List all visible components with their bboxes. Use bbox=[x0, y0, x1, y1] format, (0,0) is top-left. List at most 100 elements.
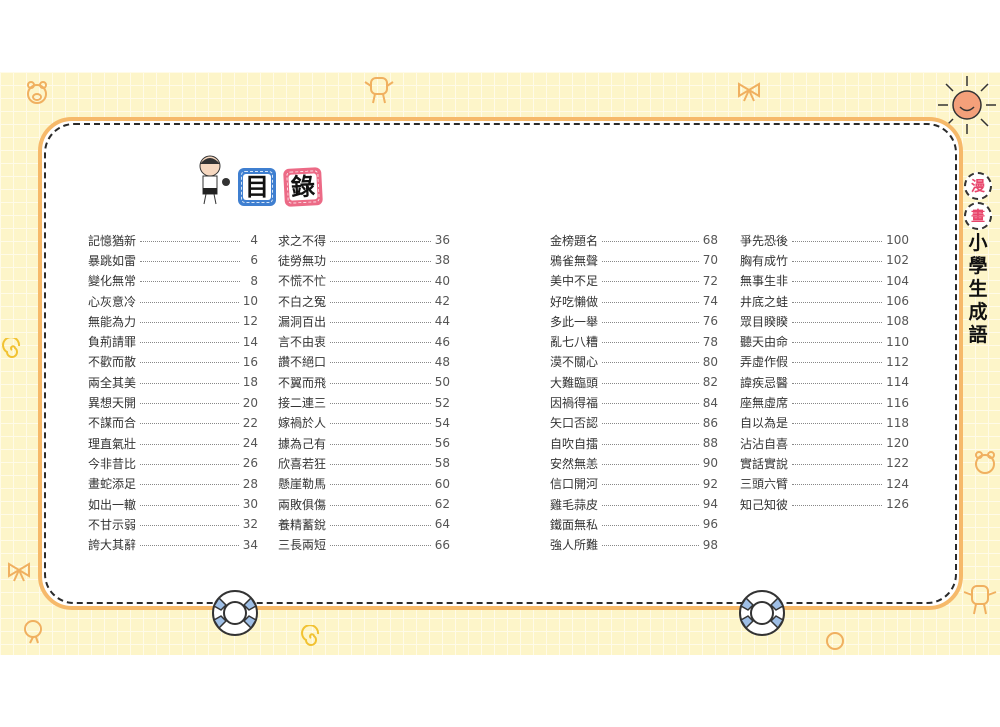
dot-leader bbox=[140, 382, 239, 384]
toc-entry[interactable]: 言不由衷 46 bbox=[278, 331, 450, 351]
entry-page: 104 bbox=[886, 273, 909, 288]
toc-entry[interactable]: 記憶猶新 4 bbox=[88, 230, 258, 250]
dot-leader bbox=[792, 321, 883, 323]
toc-entry[interactable]: 雞毛蒜皮 94 bbox=[550, 494, 718, 514]
toc-entry[interactable]: 徒勞無功 38 bbox=[278, 250, 450, 270]
toc-entry[interactable]: 強人所難 98 bbox=[550, 534, 718, 554]
entry-title: 理直氣壯 bbox=[88, 436, 137, 451]
toc-entry[interactable]: 信口開河 92 bbox=[550, 474, 718, 494]
toc-entry[interactable]: 金榜題名 68 bbox=[550, 230, 718, 250]
toc-entry[interactable]: 三頭六臂 124 bbox=[740, 474, 909, 494]
entry-title: 嫁禍於人 bbox=[278, 416, 327, 431]
toc-entry[interactable]: 實話實說 122 bbox=[740, 453, 909, 473]
toc-entry[interactable]: 不謀而合 22 bbox=[88, 413, 258, 433]
toc-entry[interactable]: 眾目睽睽 108 bbox=[740, 311, 909, 331]
toc-entry[interactable]: 自以為是 118 bbox=[740, 413, 909, 433]
entry-title: 三頭六臂 bbox=[740, 477, 789, 492]
entry-page: 10 bbox=[242, 294, 258, 309]
entry-page: 58 bbox=[434, 456, 450, 471]
dot-leader bbox=[602, 281, 699, 283]
toc-entry[interactable]: 多此一舉 76 bbox=[550, 311, 718, 331]
book-title-vertical: 漫 畫 小 學 生 成 語 bbox=[963, 172, 993, 347]
toc-entry[interactable]: 兩全其美 18 bbox=[88, 372, 258, 392]
toc-entry[interactable]: 爭先恐後 100 bbox=[740, 230, 909, 250]
toc-entry[interactable]: 養精蓄銳 64 bbox=[278, 514, 450, 534]
toc-entry[interactable]: 鐵面無私 96 bbox=[550, 514, 718, 534]
toc-entry[interactable]: 今非昔比 26 bbox=[88, 453, 258, 473]
entry-title: 自以為是 bbox=[740, 416, 789, 431]
entry-page: 84 bbox=[702, 395, 718, 410]
entry-page: 48 bbox=[434, 354, 450, 369]
toc-entry[interactable]: 據為己有 56 bbox=[278, 433, 450, 453]
toc-entry[interactable]: 欣喜若狂 58 bbox=[278, 453, 450, 473]
toc-entry[interactable]: 大難臨頭 82 bbox=[550, 372, 718, 392]
bird-icon bbox=[24, 620, 42, 644]
entry-page: 86 bbox=[702, 415, 718, 430]
toc-entry[interactable]: 無事生非 104 bbox=[740, 271, 909, 291]
dot-leader bbox=[602, 342, 699, 344]
toc-entry[interactable]: 知己知彼 126 bbox=[740, 494, 909, 514]
entry-page: 112 bbox=[886, 354, 909, 369]
toc-entry[interactable]: 不歡而散 16 bbox=[88, 352, 258, 372]
toc-entry[interactable]: 讚不絕口 48 bbox=[278, 352, 450, 372]
entry-title: 金榜題名 bbox=[550, 233, 599, 248]
toc-entry[interactable]: 兩敗俱傷 62 bbox=[278, 494, 450, 514]
toc-entry[interactable]: 暴跳如雷 6 bbox=[88, 250, 258, 270]
toc-entry[interactable]: 求之不得 36 bbox=[278, 230, 450, 250]
toc-entry[interactable]: 好吃懶做 74 bbox=[550, 291, 718, 311]
toc-entry[interactable]: 不慌不忙 40 bbox=[278, 271, 450, 291]
dot-leader bbox=[330, 443, 431, 445]
toc-entry[interactable]: 座無虛席 116 bbox=[740, 392, 909, 412]
dot-leader bbox=[792, 504, 883, 506]
toc-entry[interactable]: 胸有成竹 102 bbox=[740, 250, 909, 270]
bird-icon bbox=[826, 632, 844, 650]
toc-entry[interactable]: 不白之冤 42 bbox=[278, 291, 450, 311]
title-char: 錄 bbox=[288, 172, 318, 202]
toc-entry[interactable]: 聽天由命 110 bbox=[740, 331, 909, 351]
entry-title: 三長兩短 bbox=[278, 538, 327, 553]
toc-entry[interactable]: 如出一轍 30 bbox=[88, 494, 258, 514]
toc-entry[interactable]: 誇大其辭 34 bbox=[88, 534, 258, 554]
toc-entry[interactable]: 異想天開 20 bbox=[88, 392, 258, 412]
toc-entry[interactable]: 自吹自擂 88 bbox=[550, 433, 718, 453]
toc-entry[interactable]: 變化無常 8 bbox=[88, 271, 258, 291]
toc-entry[interactable]: 接二連三 52 bbox=[278, 392, 450, 412]
toc-entry[interactable]: 安然無恙 90 bbox=[550, 453, 718, 473]
toc-entry[interactable]: 不甘示弱 32 bbox=[88, 514, 258, 534]
toc-entry[interactable]: 矢口否認 86 bbox=[550, 413, 718, 433]
entry-title: 讚不絕口 bbox=[278, 355, 327, 370]
toc-entry[interactable]: 無能為力 12 bbox=[88, 311, 258, 331]
toc-entry[interactable]: 鴉雀無聲 70 bbox=[550, 250, 718, 270]
toc-entry[interactable]: 弄虛作假 112 bbox=[740, 352, 909, 372]
toast-character-icon bbox=[963, 585, 997, 615]
toc-entry[interactable]: 心灰意冷 10 bbox=[88, 291, 258, 311]
toast-character-icon bbox=[364, 77, 394, 104]
toc-entry[interactable]: 亂七八糟 78 bbox=[550, 331, 718, 351]
entry-title: 今非昔比 bbox=[88, 456, 137, 471]
entry-page: 4 bbox=[250, 233, 258, 248]
toc-entry[interactable]: 因禍得福 84 bbox=[550, 392, 718, 412]
title-tile-pink: 錄 bbox=[283, 167, 323, 207]
lifebuoy-icon bbox=[739, 590, 785, 636]
dot-leader bbox=[792, 423, 883, 425]
toc-entry[interactable]: 畫蛇添足 28 bbox=[88, 474, 258, 494]
dot-leader bbox=[602, 463, 699, 465]
entry-title: 負荊請罪 bbox=[88, 335, 137, 350]
toc-entry[interactable]: 負荊請罪 14 bbox=[88, 331, 258, 351]
toc-entry[interactable]: 理直氣壯 24 bbox=[88, 433, 258, 453]
lifebuoy-icon bbox=[212, 590, 258, 636]
toc-entry[interactable]: 三長兩短 66 bbox=[278, 534, 450, 554]
toc-entry[interactable]: 井底之蛙 106 bbox=[740, 291, 909, 311]
entry-title: 徒勞無功 bbox=[278, 253, 327, 268]
toc-entry[interactable]: 諱疾忌醫 114 bbox=[740, 372, 909, 392]
toc-entry[interactable]: 嫁禍於人 54 bbox=[278, 413, 450, 433]
toc-panel bbox=[38, 117, 963, 610]
toc-entry[interactable]: 美中不足 72 bbox=[550, 271, 718, 291]
entry-title: 言不由衷 bbox=[278, 335, 327, 350]
toc-entry[interactable]: 懸崖勒馬 60 bbox=[278, 474, 450, 494]
dot-leader bbox=[330, 260, 431, 262]
toc-entry[interactable]: 漠不關心 80 bbox=[550, 352, 718, 372]
toc-entry[interactable]: 不翼而飛 50 bbox=[278, 372, 450, 392]
toc-entry[interactable]: 漏洞百出 44 bbox=[278, 311, 450, 331]
toc-entry[interactable]: 沾沾自喜 120 bbox=[740, 433, 909, 453]
